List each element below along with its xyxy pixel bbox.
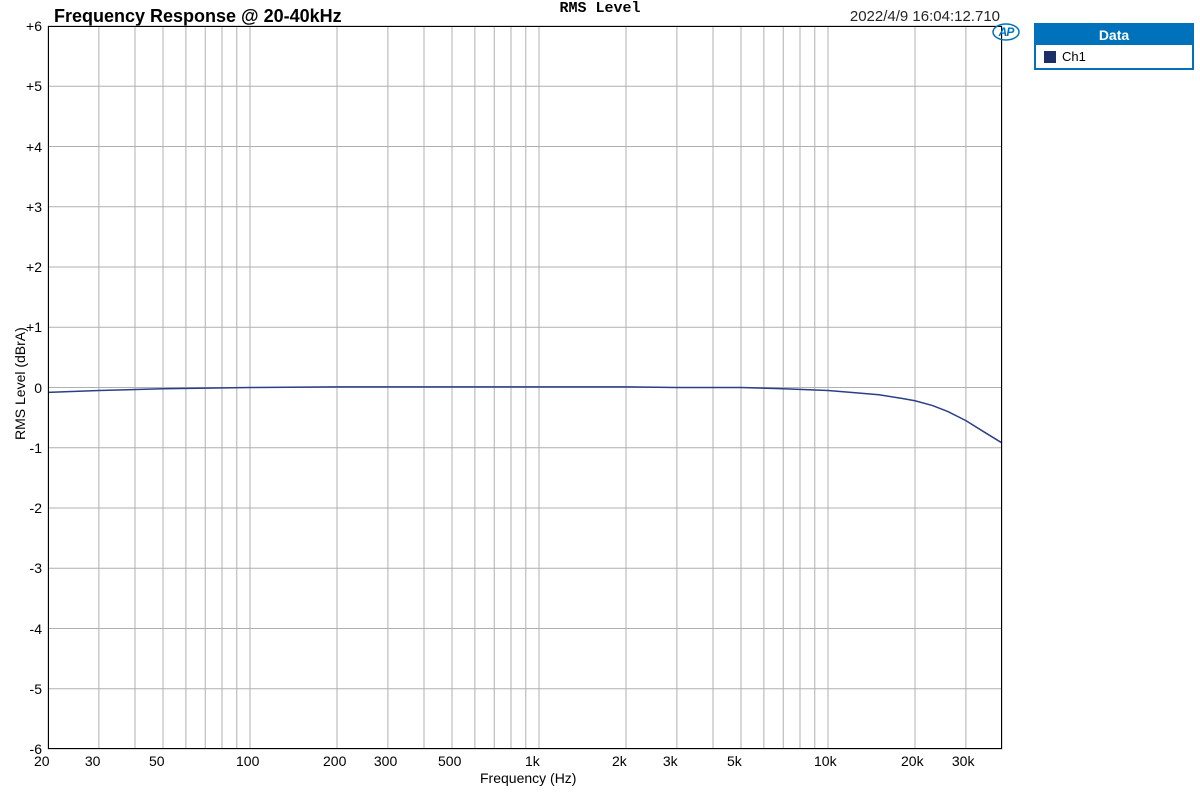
legend-swatch (1044, 51, 1056, 63)
plot-border (48, 26, 1002, 749)
x-tick: 2k (612, 753, 652, 769)
chart-title: Frequency Response @ 20-40kHz (54, 6, 342, 27)
page-title: RMS Level (559, 0, 640, 17)
x-tick: 5k (727, 753, 767, 769)
chart-page: { "header": { "main_title": "RMS Level",… (0, 0, 1200, 797)
x-tick: 500 (438, 753, 478, 769)
x-axis-label: Frequency (Hz) (480, 770, 576, 786)
y-tick: -5 (30, 681, 42, 697)
x-tick: 10k (814, 753, 854, 769)
x-tick: 3k (663, 753, 703, 769)
x-tick: 100 (236, 753, 276, 769)
x-tick: 1k (525, 753, 565, 769)
legend-items: Ch1 (1036, 45, 1192, 68)
y-tick: 0 (34, 380, 42, 396)
legend: Data Ch1 (1034, 23, 1194, 70)
x-tick: 300 (374, 753, 414, 769)
y-tick: +6 (26, 18, 42, 34)
y-tick: +4 (26, 139, 42, 155)
ap-logo-svg: AP (992, 23, 1020, 41)
y-tick: +1 (26, 319, 42, 335)
x-tick: 20 (34, 753, 74, 769)
y-tick: +5 (26, 78, 42, 94)
legend-header: Data (1036, 25, 1192, 45)
x-tick: 20k (901, 753, 941, 769)
x-tick: 30k (952, 753, 992, 769)
y-tick: -3 (30, 560, 42, 576)
x-tick: 30 (85, 753, 125, 769)
x-tick: 200 (323, 753, 363, 769)
y-axis-label: RMS Level (dBrA) (12, 327, 28, 440)
y-tick: -4 (30, 621, 42, 637)
y-tick: +2 (26, 259, 42, 275)
legend-item: Ch1 (1036, 45, 1192, 68)
y-tick: +3 (26, 199, 42, 215)
y-tick: -1 (30, 440, 42, 456)
svg-text:AP: AP (998, 25, 1016, 39)
y-tick: -2 (30, 500, 42, 516)
timestamp: 2022/4/9 16:04:12.710 (850, 8, 1000, 25)
legend-label: Ch1 (1062, 49, 1086, 64)
x-tick: 50 (149, 753, 189, 769)
